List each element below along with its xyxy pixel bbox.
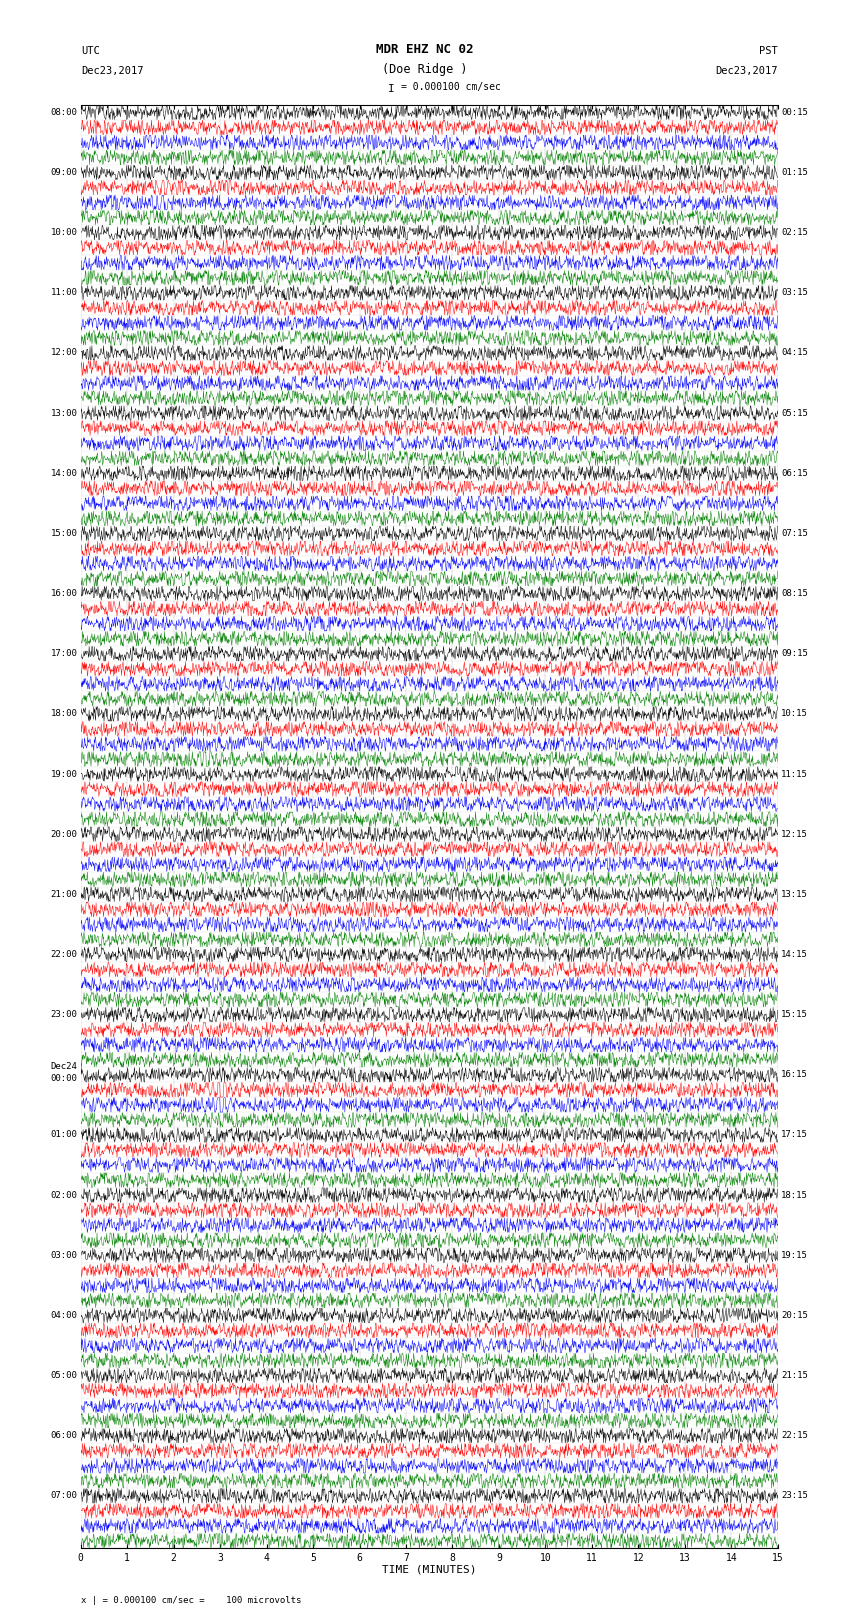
Text: x | = 0.000100 cm/sec =    100 microvolts: x | = 0.000100 cm/sec = 100 microvolts xyxy=(81,1595,301,1605)
Text: 09:15: 09:15 xyxy=(781,648,808,658)
Text: 17:15: 17:15 xyxy=(781,1131,808,1139)
Text: 07:00: 07:00 xyxy=(50,1492,77,1500)
Text: 12:00: 12:00 xyxy=(50,348,77,358)
Text: 06:15: 06:15 xyxy=(781,469,808,477)
Text: 22:15: 22:15 xyxy=(781,1431,808,1440)
Text: 13:00: 13:00 xyxy=(50,408,77,418)
Text: 18:00: 18:00 xyxy=(50,710,77,718)
Text: 17:00: 17:00 xyxy=(50,648,77,658)
Text: 05:15: 05:15 xyxy=(781,408,808,418)
Text: 12:15: 12:15 xyxy=(781,829,808,839)
Text: 06:00: 06:00 xyxy=(50,1431,77,1440)
Text: 18:15: 18:15 xyxy=(781,1190,808,1200)
Text: I: I xyxy=(388,84,394,94)
Text: 07:15: 07:15 xyxy=(781,529,808,537)
Text: 02:00: 02:00 xyxy=(50,1190,77,1200)
Text: MDR EHZ NC 02: MDR EHZ NC 02 xyxy=(377,44,473,56)
Text: 00:00: 00:00 xyxy=(50,1074,77,1082)
Text: = 0.000100 cm/sec: = 0.000100 cm/sec xyxy=(401,82,502,92)
Text: 03:00: 03:00 xyxy=(50,1250,77,1260)
Text: 23:15: 23:15 xyxy=(781,1492,808,1500)
Text: 10:15: 10:15 xyxy=(781,710,808,718)
Text: 13:15: 13:15 xyxy=(781,890,808,898)
Text: 22:00: 22:00 xyxy=(50,950,77,960)
Text: 20:15: 20:15 xyxy=(781,1311,808,1319)
Text: 14:15: 14:15 xyxy=(781,950,808,960)
Text: 19:00: 19:00 xyxy=(50,769,77,779)
Text: Dec23,2017: Dec23,2017 xyxy=(715,66,778,76)
Text: Dec24: Dec24 xyxy=(50,1063,77,1071)
Text: 00:15: 00:15 xyxy=(781,108,808,116)
Text: 04:15: 04:15 xyxy=(781,348,808,358)
Text: 19:15: 19:15 xyxy=(781,1250,808,1260)
Text: 11:15: 11:15 xyxy=(781,769,808,779)
Text: 11:00: 11:00 xyxy=(50,289,77,297)
Text: 14:00: 14:00 xyxy=(50,469,77,477)
Text: 05:00: 05:00 xyxy=(50,1371,77,1381)
Text: UTC: UTC xyxy=(81,47,99,56)
Text: 20:00: 20:00 xyxy=(50,829,77,839)
Text: 15:15: 15:15 xyxy=(781,1010,808,1019)
Text: 23:00: 23:00 xyxy=(50,1010,77,1019)
Text: 08:15: 08:15 xyxy=(781,589,808,598)
Text: Dec23,2017: Dec23,2017 xyxy=(81,66,144,76)
Text: PST: PST xyxy=(759,47,778,56)
Text: 21:00: 21:00 xyxy=(50,890,77,898)
Text: 10:00: 10:00 xyxy=(50,227,77,237)
Text: 16:00: 16:00 xyxy=(50,589,77,598)
Text: 01:00: 01:00 xyxy=(50,1131,77,1139)
Text: 09:00: 09:00 xyxy=(50,168,77,177)
Text: 21:15: 21:15 xyxy=(781,1371,808,1381)
Text: 16:15: 16:15 xyxy=(781,1071,808,1079)
Text: 15:00: 15:00 xyxy=(50,529,77,537)
Text: 01:15: 01:15 xyxy=(781,168,808,177)
Text: 08:00: 08:00 xyxy=(50,108,77,116)
Text: 03:15: 03:15 xyxy=(781,289,808,297)
Text: (Doe Ridge ): (Doe Ridge ) xyxy=(382,63,468,76)
X-axis label: TIME (MINUTES): TIME (MINUTES) xyxy=(382,1565,477,1574)
Text: 04:00: 04:00 xyxy=(50,1311,77,1319)
Text: 02:15: 02:15 xyxy=(781,227,808,237)
